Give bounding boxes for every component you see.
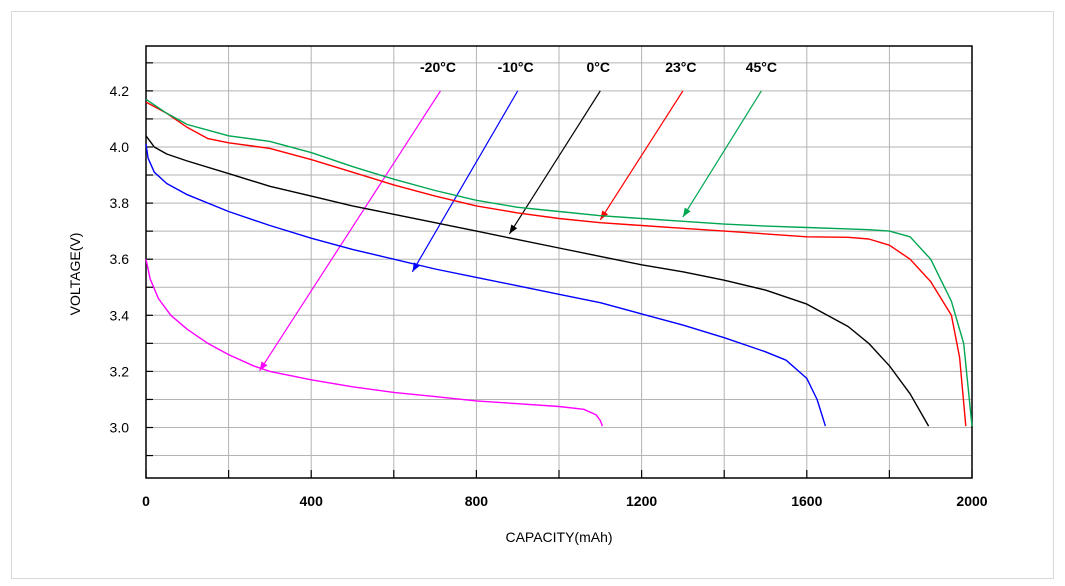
x-axis: 0 400 800 1200 1600 2000 <box>142 493 988 509</box>
y-tick-label: 4.0 <box>110 139 130 155</box>
arrow-head <box>509 224 518 234</box>
x-tick-label: 1600 <box>791 493 822 509</box>
series-1: -10°C <box>145 59 827 427</box>
arrow-head <box>682 207 691 218</box>
y-tick-label: 3.6 <box>110 251 130 267</box>
y-axis: 3.0 3.2 3.4 3.6 3.8 4.0 4.2 <box>110 83 130 436</box>
series-arrow <box>411 90 519 273</box>
arrow-head <box>600 210 609 220</box>
x-tick-label: 800 <box>465 493 489 509</box>
series-line <box>145 144 827 427</box>
y-tick-label: 3.8 <box>110 195 130 211</box>
y-tick-label: 3.4 <box>110 307 130 323</box>
series-label: 23°C <box>665 59 696 75</box>
series-arrow <box>259 90 441 372</box>
series-4: 45°C <box>145 59 973 427</box>
series-label: -10°C <box>498 59 534 75</box>
x-axis-title: CAPACITY(mAh) <box>505 529 612 545</box>
axis-ticks <box>145 62 973 478</box>
x-tick-label: 2000 <box>956 493 987 509</box>
series-label: -20°C <box>420 59 456 75</box>
series-0: -20°C <box>145 59 604 427</box>
series-3: 23°C <box>145 59 967 427</box>
y-tick-label: 4.2 <box>110 83 130 99</box>
arrow-head <box>259 361 268 371</box>
y-tick-label: 3.0 <box>110 420 130 436</box>
series-label: 45°C <box>746 59 777 75</box>
series-2: 0°C <box>145 59 930 427</box>
series-line <box>145 101 967 427</box>
chart-frame <box>11 11 1054 579</box>
series-label: 0°C <box>586 59 610 75</box>
series-line <box>145 135 930 427</box>
series-arrow <box>508 90 601 235</box>
y-tick-label: 3.2 <box>110 363 130 379</box>
x-tick-label: 0 <box>142 493 150 509</box>
series-arrow <box>682 90 762 218</box>
series-arrow <box>599 90 684 221</box>
x-tick-label: 1200 <box>626 493 657 509</box>
grid <box>146 46 972 478</box>
x-tick-label: 400 <box>300 493 324 509</box>
arrow-head <box>412 262 420 272</box>
series-line <box>145 259 604 427</box>
series-group: -20°C -10°C 0°C 23°C 45°C <box>145 59 973 427</box>
series-line <box>145 98 973 427</box>
y-axis-title: VOLTAGE(V) <box>67 233 83 316</box>
